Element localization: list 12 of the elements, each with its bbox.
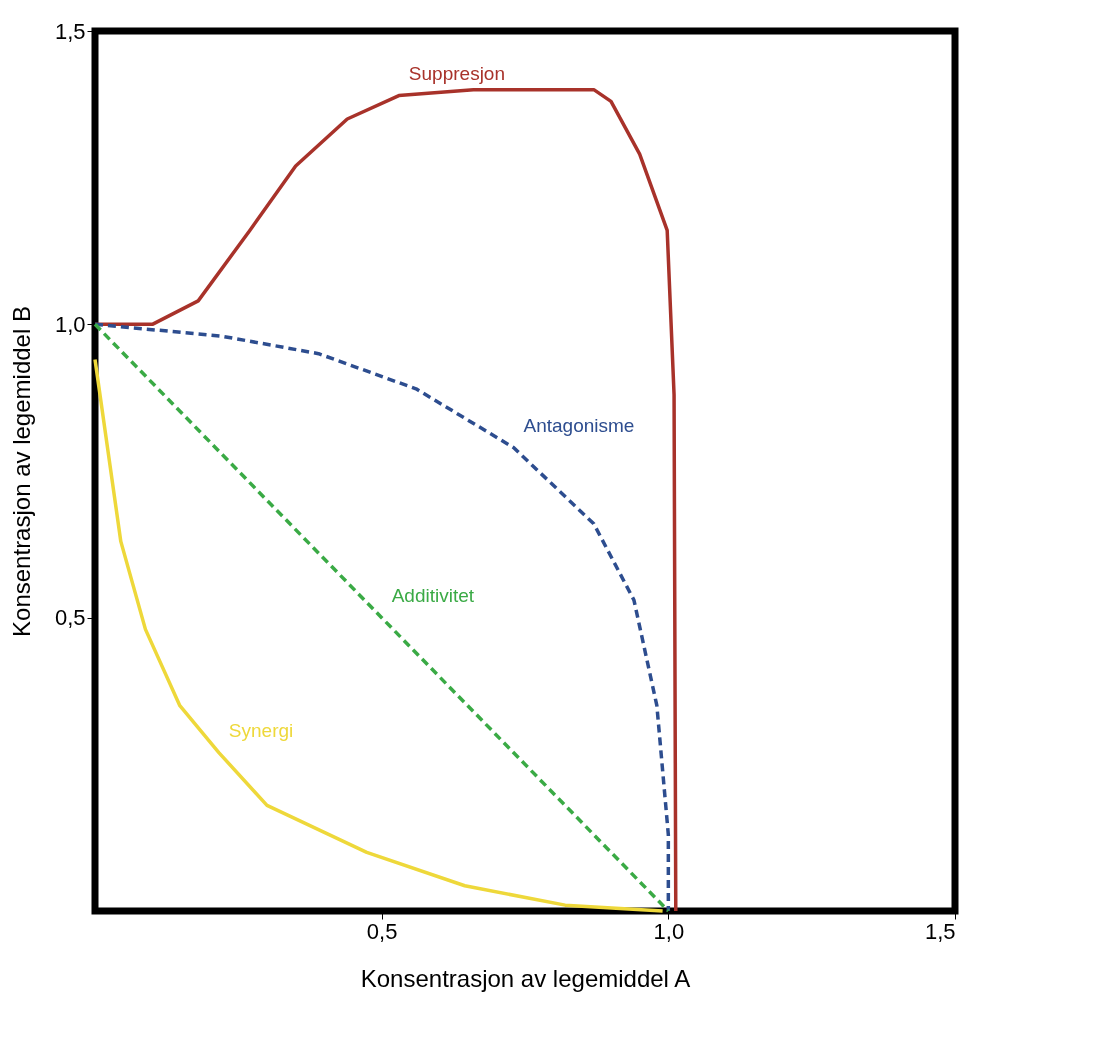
series-label: Additivitet [391, 584, 475, 606]
y-axis-title: Konsentrasjon av legemiddel B [7, 306, 35, 637]
y-tick-label: 1,0 [54, 311, 86, 337]
x-tick-label: 1,5 [924, 918, 956, 944]
y-tick-label: 0,5 [54, 605, 86, 631]
y-tick-label: 1,5 [54, 18, 86, 44]
series-label: Antagonisme [523, 414, 635, 436]
series-label: Synergi [228, 719, 294, 741]
series-label: Suppresjon [408, 62, 505, 84]
x-tick-label: 0,5 [366, 918, 398, 944]
x-axis-title: Konsentrasjon av legemiddel A [360, 964, 691, 992]
x-tick-label: 1,0 [653, 918, 685, 944]
